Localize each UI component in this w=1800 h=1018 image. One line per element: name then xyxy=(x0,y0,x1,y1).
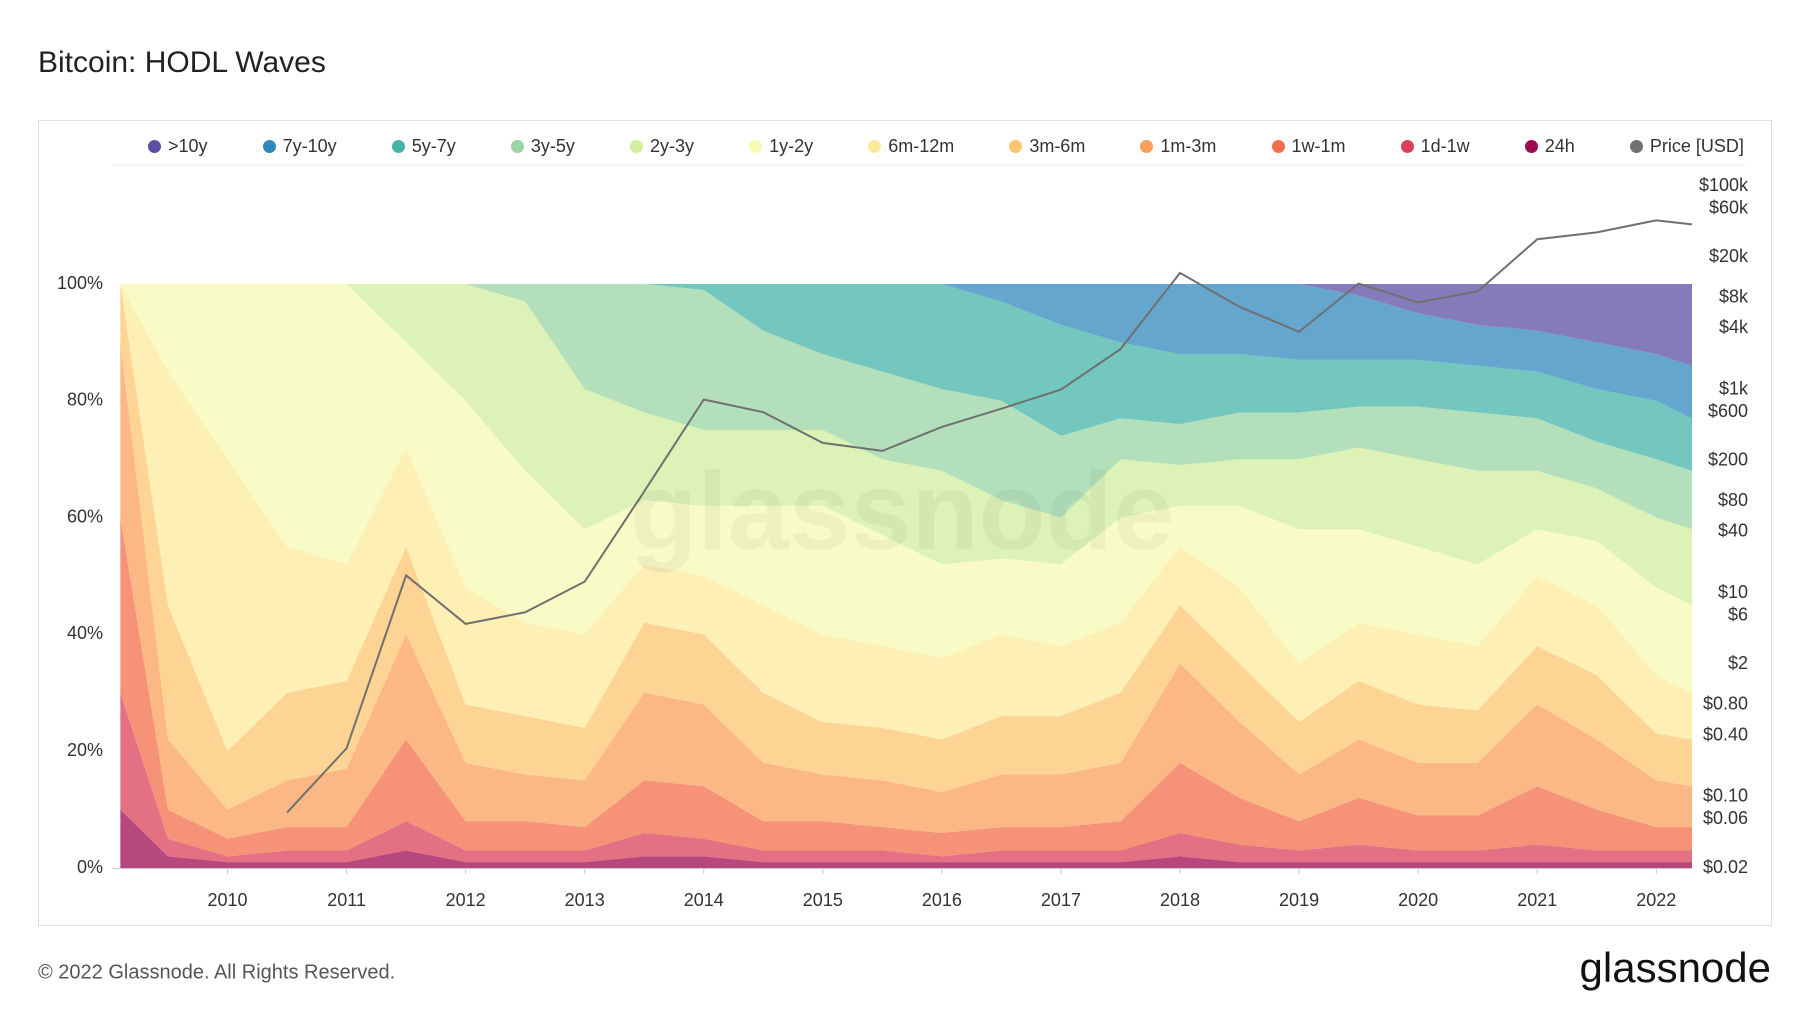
y2-tick-label: $6 xyxy=(1728,605,1748,625)
legend-item[interactable]: 1d-1w xyxy=(1400,136,1470,157)
legend-item[interactable]: 6m-12m xyxy=(868,136,954,157)
x-tick-label: 2022 xyxy=(1636,890,1676,910)
legend-item[interactable]: 2y-3y xyxy=(629,136,694,157)
legend-item[interactable]: 3y-5y xyxy=(510,136,575,157)
legend-swatch xyxy=(1400,140,1414,153)
x-tick-label: 2010 xyxy=(207,890,247,910)
y2-tick-label: $10 xyxy=(1718,582,1748,602)
x-tick-label: 2018 xyxy=(1160,890,1200,910)
area-band xyxy=(120,284,1692,810)
price-line xyxy=(286,219,1693,814)
legend-label: 24h xyxy=(1544,136,1575,156)
y-tick-label: 40% xyxy=(67,623,103,643)
area-band xyxy=(120,692,1692,863)
watermark: glassnode xyxy=(630,450,1174,573)
legend-swatch xyxy=(1629,140,1643,153)
legend-label: 7y-10y xyxy=(282,136,337,156)
x-tick-label: 2021 xyxy=(1517,890,1557,910)
legend-swatch xyxy=(148,140,161,153)
legend-label: Price [USD] xyxy=(1649,136,1744,156)
x-tick-label: 2019 xyxy=(1279,890,1319,910)
x-tick-label: 2017 xyxy=(1041,890,1081,910)
x-tick-label: 2020 xyxy=(1398,890,1438,910)
area-band xyxy=(120,342,1692,839)
legend-label: 6m-12m xyxy=(888,136,955,156)
legend-swatch xyxy=(391,140,405,153)
y2-tick-label: $8k xyxy=(1719,286,1749,306)
area-band xyxy=(120,517,1692,857)
legend-swatch xyxy=(749,140,763,153)
legend-item[interactable]: 7y-10y xyxy=(262,136,337,157)
y2-tick-label: $0.06 xyxy=(1703,808,1748,828)
y2-tick-label: $60k xyxy=(1709,197,1749,217)
legend-label: 5y-7y xyxy=(411,136,456,156)
y2-tick-label: $0.80 xyxy=(1703,694,1748,714)
y2-tick-label: $20k xyxy=(1709,246,1749,266)
legend-item[interactable]: 1m-3m xyxy=(1140,136,1216,157)
legend-swatch xyxy=(1009,140,1023,153)
legend-swatch xyxy=(262,140,276,153)
y2-tick-label: $0.40 xyxy=(1703,724,1748,744)
legend-swatch xyxy=(1140,140,1154,153)
legend-swatch xyxy=(868,140,882,153)
y2-tick-label: $40 xyxy=(1718,521,1748,541)
legend-label: 1w-1m xyxy=(1291,136,1346,156)
area-band xyxy=(120,284,1692,752)
area-band xyxy=(120,284,1692,366)
x-tick-label: 2015 xyxy=(803,890,843,910)
y2-tick-label: $0.10 xyxy=(1703,786,1748,806)
y2-tick-label: $200 xyxy=(1708,450,1748,470)
y-tick-label: 20% xyxy=(67,740,103,760)
legend-item[interactable]: 24h xyxy=(1524,136,1575,157)
y-tick-label: 100% xyxy=(57,273,103,293)
legend-item[interactable]: 3m-6m xyxy=(1009,136,1085,157)
chart-frame xyxy=(38,120,1772,926)
y2-tick-label: $0.02 xyxy=(1703,857,1748,877)
x-tick-label: 2011 xyxy=(327,890,366,910)
legend-item[interactable]: >10y xyxy=(148,136,208,157)
areas xyxy=(120,219,1693,868)
area-band xyxy=(120,284,1692,606)
legend-label: 3m-6m xyxy=(1029,136,1086,156)
legend: >10y 7y-10y 5y-7y 3y-5y 2y-3y 1y-2y 6m-12m 3m-6… xyxy=(148,136,1744,157)
area-band xyxy=(120,284,1692,471)
y2-tick-label: $1k xyxy=(1719,378,1749,398)
legend-label: 1m-3m xyxy=(1160,136,1217,156)
legend-label: 2y-3y xyxy=(649,136,694,156)
brand-logo: glassnode xyxy=(1580,944,1771,991)
legend-item[interactable]: 1w-1m xyxy=(1271,136,1346,157)
legend-swatch xyxy=(1271,140,1285,153)
legend-label: 1d-1w xyxy=(1420,136,1470,156)
y2-tick-label: $4k xyxy=(1719,317,1749,337)
area-band xyxy=(120,284,1692,530)
legend-swatch xyxy=(1524,140,1538,153)
axes: 0% 20% 40% 60% 80% 100% $0.02 $0.06$0.10 $0.40 $0… xyxy=(57,175,1749,910)
footer: © 2022 Glassnode. All Rights Reserved. xyxy=(38,961,395,983)
y2-tick-label: $100k xyxy=(1699,175,1749,195)
y2-tick-label: $600 xyxy=(1708,401,1748,421)
y2-tick-label: $80 xyxy=(1718,490,1748,510)
legend-item[interactable]: Price [USD] xyxy=(1629,136,1744,157)
area-band xyxy=(120,284,1692,419)
x-tick-label: 2012 xyxy=(446,890,486,910)
x-tick-label: 2013 xyxy=(565,890,605,910)
y-tick-label: 0% xyxy=(77,857,103,877)
legend-label: >10y xyxy=(168,136,208,156)
chart-title: Bitcoin: HODL Waves xyxy=(38,46,326,79)
x-tick-label: 2016 xyxy=(922,890,962,910)
area-band xyxy=(120,284,1692,693)
legend-item[interactable]: 5y-7y xyxy=(391,136,456,157)
legend-item[interactable]: 1y-2y xyxy=(749,136,813,157)
y-tick-label: 60% xyxy=(67,506,103,526)
x-tick-label: 2014 xyxy=(684,890,724,910)
y2-tick-label: $2 xyxy=(1728,653,1748,673)
legend-swatch xyxy=(510,140,524,153)
legend-label: 3y-5y xyxy=(530,136,575,156)
legend-swatch xyxy=(629,140,643,153)
y-tick-label: 80% xyxy=(67,390,103,410)
legend-label: 1y-2y xyxy=(769,136,814,156)
